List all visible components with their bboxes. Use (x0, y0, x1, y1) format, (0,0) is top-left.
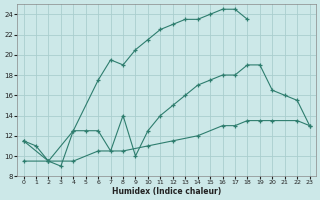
X-axis label: Humidex (Indice chaleur): Humidex (Indice chaleur) (112, 187, 221, 196)
